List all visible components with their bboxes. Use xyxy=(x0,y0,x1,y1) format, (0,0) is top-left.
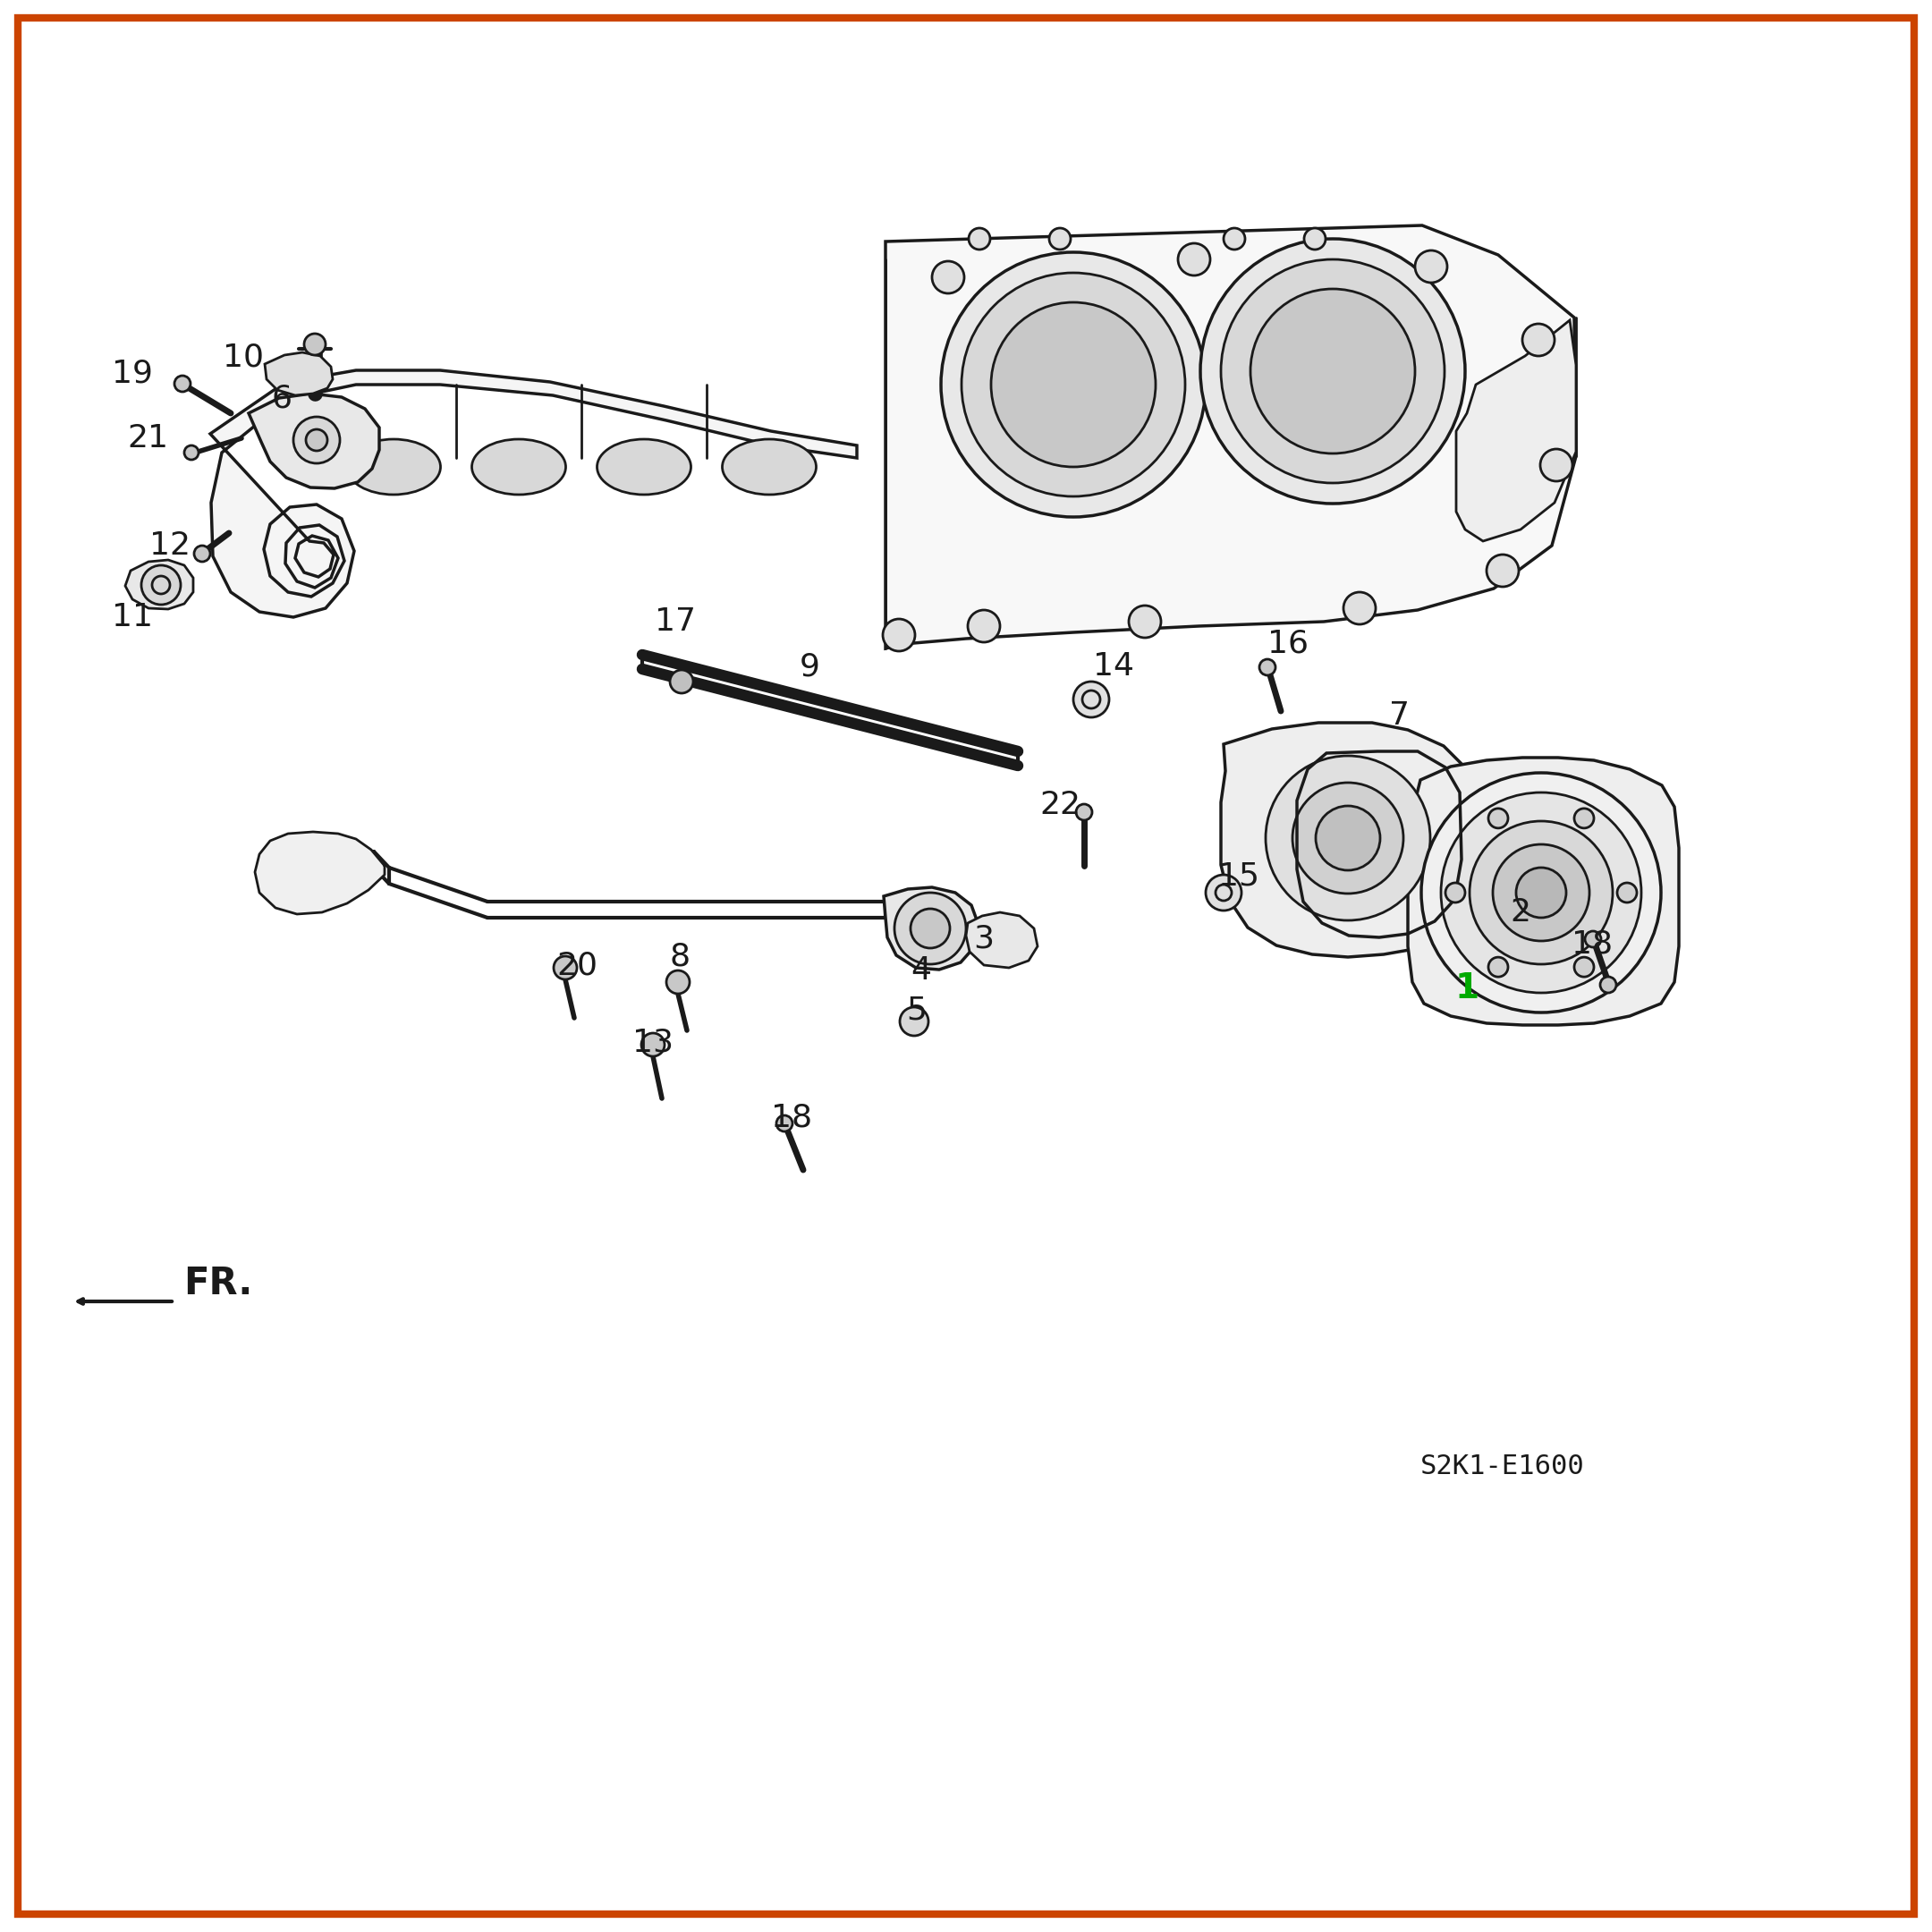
Polygon shape xyxy=(1221,723,1476,956)
Circle shape xyxy=(1206,875,1242,910)
Text: 1: 1 xyxy=(1455,972,1480,1005)
Text: 6: 6 xyxy=(272,383,292,413)
Polygon shape xyxy=(1457,321,1577,541)
Text: 11: 11 xyxy=(112,603,153,632)
Text: 12: 12 xyxy=(149,531,191,560)
Circle shape xyxy=(174,375,191,392)
Polygon shape xyxy=(126,560,193,609)
Ellipse shape xyxy=(346,439,440,495)
Ellipse shape xyxy=(597,439,692,495)
Circle shape xyxy=(1584,931,1602,947)
Circle shape xyxy=(1517,867,1567,918)
Text: 4: 4 xyxy=(912,954,931,985)
Text: 20: 20 xyxy=(556,951,597,981)
Polygon shape xyxy=(883,887,978,970)
Text: 7: 7 xyxy=(1389,699,1410,730)
Circle shape xyxy=(1575,956,1594,978)
Circle shape xyxy=(141,566,182,605)
Text: 5: 5 xyxy=(906,995,927,1026)
Text: 18: 18 xyxy=(771,1103,811,1134)
Circle shape xyxy=(1575,808,1594,829)
Text: 18: 18 xyxy=(1571,929,1613,958)
Text: 13: 13 xyxy=(632,1026,674,1057)
Circle shape xyxy=(962,272,1184,497)
Text: 17: 17 xyxy=(655,607,696,638)
Circle shape xyxy=(1522,325,1555,355)
Circle shape xyxy=(1316,806,1379,869)
Polygon shape xyxy=(211,371,858,616)
Text: 9: 9 xyxy=(800,651,819,682)
Polygon shape xyxy=(1408,757,1679,1026)
Text: 10: 10 xyxy=(222,342,265,373)
Text: 22: 22 xyxy=(1039,790,1080,821)
Circle shape xyxy=(1293,782,1403,893)
Circle shape xyxy=(641,1034,665,1057)
Circle shape xyxy=(931,261,964,294)
Circle shape xyxy=(900,1007,929,1036)
Circle shape xyxy=(294,417,340,464)
Circle shape xyxy=(193,545,211,562)
Circle shape xyxy=(895,893,966,964)
Circle shape xyxy=(1260,659,1275,676)
Circle shape xyxy=(1540,448,1573,481)
Polygon shape xyxy=(966,912,1037,968)
Text: 16: 16 xyxy=(1267,628,1308,659)
Text: 21: 21 xyxy=(128,423,168,454)
Circle shape xyxy=(667,970,690,993)
Circle shape xyxy=(1414,251,1447,282)
Circle shape xyxy=(1265,755,1430,920)
Circle shape xyxy=(991,301,1155,468)
Text: 2: 2 xyxy=(1511,896,1530,927)
Circle shape xyxy=(1486,554,1519,587)
Circle shape xyxy=(1493,844,1590,941)
Text: FR.: FR. xyxy=(184,1265,253,1302)
Circle shape xyxy=(305,429,327,450)
Circle shape xyxy=(1343,591,1376,624)
Circle shape xyxy=(1488,956,1509,978)
Circle shape xyxy=(968,228,991,249)
Circle shape xyxy=(968,611,1001,641)
Circle shape xyxy=(1600,978,1617,993)
Text: S2K1-E1600: S2K1-E1600 xyxy=(1420,1455,1584,1480)
Circle shape xyxy=(1617,883,1636,902)
Circle shape xyxy=(941,253,1206,518)
Circle shape xyxy=(777,1115,792,1132)
Text: 3: 3 xyxy=(974,923,995,954)
Text: 19: 19 xyxy=(112,359,153,388)
Circle shape xyxy=(1422,773,1662,1012)
Circle shape xyxy=(1223,228,1244,249)
Circle shape xyxy=(910,908,951,949)
Circle shape xyxy=(1049,228,1070,249)
Ellipse shape xyxy=(723,439,815,495)
Circle shape xyxy=(1441,792,1642,993)
Polygon shape xyxy=(249,394,379,489)
Circle shape xyxy=(554,956,578,980)
Polygon shape xyxy=(255,833,384,914)
Circle shape xyxy=(1250,290,1414,454)
Text: 8: 8 xyxy=(668,941,690,972)
Circle shape xyxy=(1221,259,1445,483)
Circle shape xyxy=(1076,804,1092,821)
Circle shape xyxy=(1445,883,1464,902)
Ellipse shape xyxy=(471,439,566,495)
Text: 14: 14 xyxy=(1094,651,1134,682)
Circle shape xyxy=(670,670,694,694)
Polygon shape xyxy=(885,226,1577,649)
Circle shape xyxy=(184,446,199,460)
Text: 15: 15 xyxy=(1219,862,1260,893)
Circle shape xyxy=(1074,682,1109,717)
Circle shape xyxy=(883,618,916,651)
Circle shape xyxy=(1470,821,1613,964)
Circle shape xyxy=(1128,605,1161,638)
Circle shape xyxy=(1488,808,1509,829)
Circle shape xyxy=(1179,243,1209,276)
Circle shape xyxy=(1304,228,1325,249)
Circle shape xyxy=(1200,240,1464,504)
Polygon shape xyxy=(265,352,332,396)
Circle shape xyxy=(303,334,327,355)
